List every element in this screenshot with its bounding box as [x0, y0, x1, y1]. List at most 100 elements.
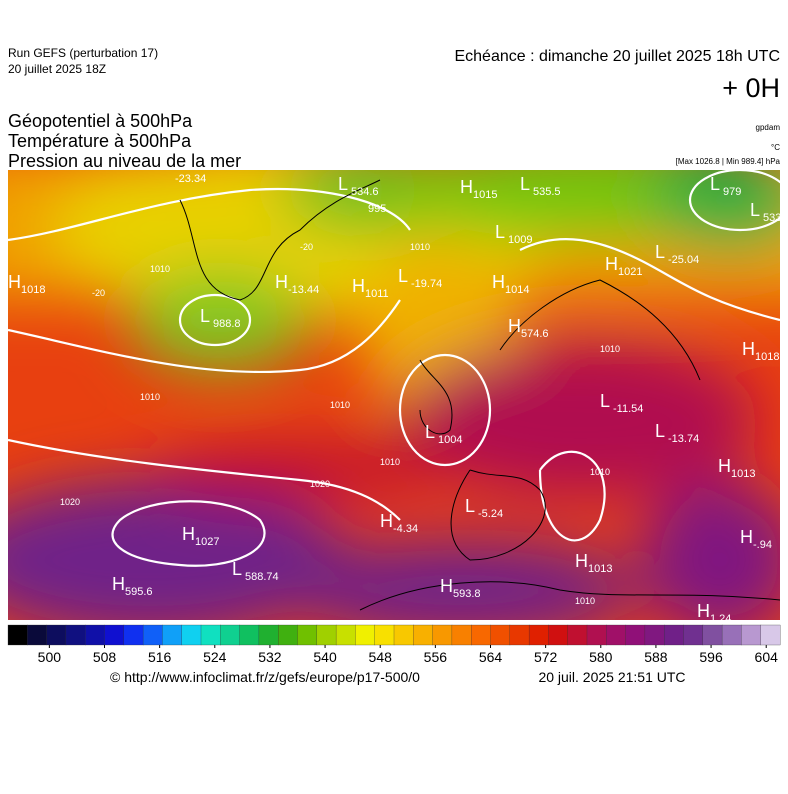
color-swatch: [162, 624, 183, 646]
generated: 20 juil. 2025 21:51 UTC: [538, 669, 685, 685]
pressure-letter: H: [605, 254, 618, 274]
tick-label: 532: [258, 649, 282, 665]
color-swatch: [625, 624, 646, 646]
pressure-value: 1004: [438, 434, 462, 446]
color-swatch: [567, 624, 588, 646]
pressure-value: 995: [368, 203, 386, 215]
run: Run GEFS (perturbation 17): [8, 46, 158, 60]
color-swatch: [374, 624, 395, 646]
tick-label: 540: [313, 649, 337, 665]
pressure-value: 595.6: [125, 586, 153, 598]
pressure-value: 593.8: [453, 588, 481, 600]
color-swatch: [741, 624, 762, 646]
pressure-letter: L: [710, 174, 720, 194]
pressure-value: 534.6: [351, 186, 379, 198]
pressure-value: -4.34: [393, 523, 418, 535]
contour-label: 1020: [60, 497, 80, 507]
pressure-value: 574.6: [521, 328, 549, 340]
color-swatch: [702, 624, 723, 646]
pressure-value: -5.24: [478, 508, 503, 520]
tick-label: 500: [38, 649, 62, 665]
pressure-letter: L: [520, 174, 530, 194]
tick-label: 548: [369, 649, 393, 665]
contour-label: 1010: [140, 392, 160, 402]
color-swatch: [683, 624, 704, 646]
pressure-value: 1011: [365, 288, 389, 300]
pressure-letter: L: [750, 200, 760, 220]
color-swatch: [451, 624, 472, 646]
tick-label: 516: [148, 649, 172, 665]
pressure-letter: L: [600, 391, 610, 411]
pressure-letter: H: [742, 339, 755, 359]
tick-label: 604: [755, 649, 779, 665]
unit: °C: [771, 143, 780, 152]
contour-label: -20: [92, 288, 105, 298]
contour-label: 1010: [380, 457, 400, 467]
pressure-letter: L: [655, 242, 665, 262]
source: © http://www.infoclimat.fr/z/gefs/europe…: [110, 669, 420, 685]
pressure-value: 988.8: [213, 318, 241, 330]
color-swatch: [355, 624, 376, 646]
pressure-letter: H: [275, 272, 288, 292]
color-swatch: [239, 624, 260, 646]
contour-label: 1010: [600, 344, 620, 354]
pressure-value: 1015: [473, 189, 497, 201]
pressure-value: 535.5: [533, 186, 561, 198]
contour-label: 1010: [590, 467, 610, 477]
field: Pression au niveau de la mer: [8, 151, 241, 171]
pressure-value: -13.74: [668, 433, 699, 445]
pressure-letter: H: [508, 316, 521, 336]
contour-label: 1020: [310, 479, 330, 489]
color-swatch: [393, 624, 414, 646]
pressure-letter: H: [440, 576, 453, 596]
color-swatch: [586, 624, 607, 646]
color-swatch: [104, 624, 125, 646]
pressure-letter: L: [200, 306, 210, 326]
pressure-letter: L: [655, 421, 665, 441]
contour-label: 1010: [410, 242, 430, 252]
pressure-letter: L: [495, 222, 505, 242]
pressure-value: 588.74: [245, 571, 279, 583]
pressure-value: -11.54: [613, 403, 643, 415]
pressure-value: 533: [763, 212, 781, 224]
color-swatch: [664, 624, 684, 646]
pressure-value: 1014: [505, 284, 529, 296]
pressure-value: 1027: [195, 536, 219, 548]
color-swatch: [413, 624, 434, 646]
pressure-value: 1021: [618, 266, 642, 278]
color-swatch: [123, 624, 144, 646]
field: Géopotentiel à 500hPa: [8, 111, 193, 131]
contour-label: 1010: [150, 264, 170, 274]
valid-time: Echéance : dimanche 20 juillet 2025 18h …: [454, 48, 780, 65]
pressure-letter: L: [232, 559, 242, 579]
pressure-value: -23.34: [175, 173, 206, 185]
pressure-letter: L: [425, 422, 435, 442]
color-swatch: [432, 624, 453, 646]
pressure-value: 1009: [508, 234, 532, 246]
unit: [Max 1026.8 | Min 989.4] hPa: [676, 157, 781, 166]
pressure-value: -13.44: [288, 284, 319, 296]
pressure-letter: L: [465, 496, 475, 516]
tick-label: 580: [589, 649, 613, 665]
color-swatch: [258, 624, 279, 646]
pressure-value: -19.74: [411, 278, 442, 290]
color-swatch: [142, 624, 163, 646]
pressure-letter: H: [8, 272, 21, 292]
tick-label: 596: [699, 649, 723, 665]
tick-label: 572: [534, 649, 558, 665]
contour-label: -20: [300, 242, 313, 252]
pressure-letter: H: [697, 601, 710, 621]
pressure-value: 979: [723, 186, 741, 198]
color-swatch: [606, 624, 627, 646]
pressure-value: 1013: [588, 563, 612, 575]
map: [8, 170, 780, 620]
pressure-letter: H: [182, 524, 195, 544]
pressure-letter: H: [112, 574, 125, 594]
color-swatch: [316, 624, 337, 646]
pressure-value: 1013: [731, 468, 755, 480]
color-swatch: [278, 624, 298, 646]
color-swatch: [220, 624, 241, 646]
pressure-value: 1.24: [710, 613, 731, 625]
tick-label: 524: [203, 649, 227, 665]
